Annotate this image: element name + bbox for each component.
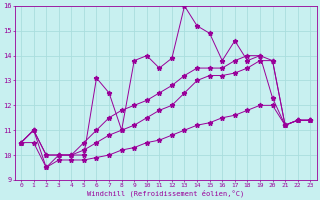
X-axis label: Windchill (Refroidissement éolien,°C): Windchill (Refroidissement éolien,°C)	[87, 189, 244, 197]
